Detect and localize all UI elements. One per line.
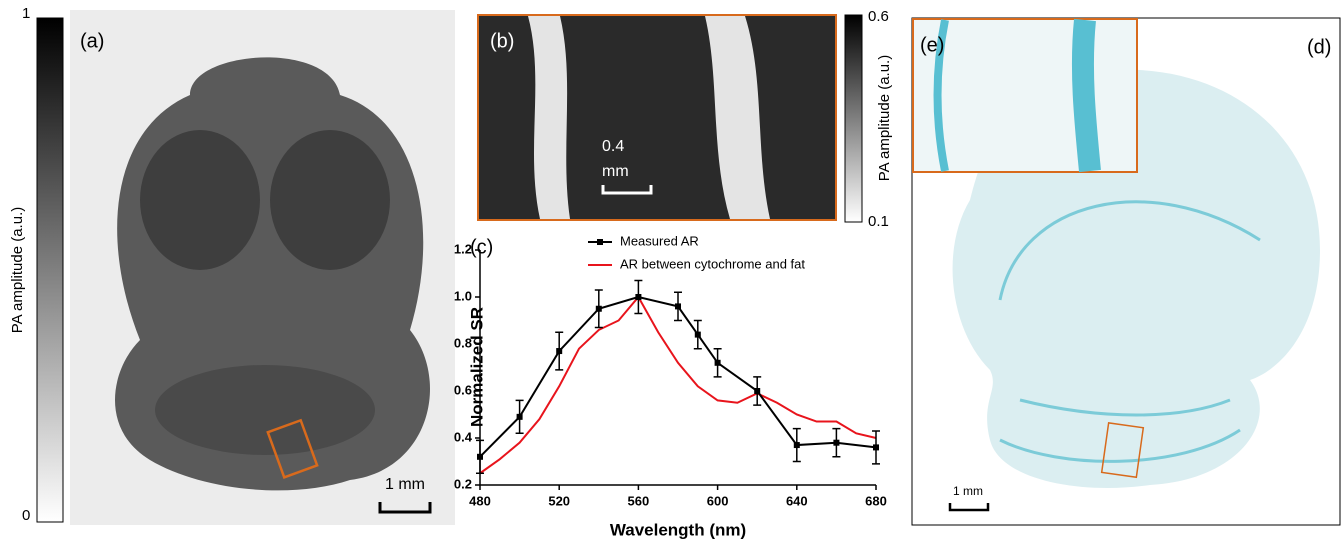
figure: 1 0 PA amplitude (a.u.) (a) 1 mm (b) 0.4…	[0, 0, 1344, 545]
data-point	[675, 303, 681, 309]
data-point	[596, 306, 602, 312]
x-tick-label: 600	[707, 493, 729, 508]
data-point	[477, 454, 483, 460]
panel-label: (b)	[490, 30, 514, 52]
legend-marker	[597, 239, 603, 245]
x-tick-label: 640	[786, 493, 808, 508]
data-point	[635, 294, 641, 300]
scale-bar-label: 1 mm	[953, 484, 983, 498]
data-point	[754, 388, 760, 394]
colorbar	[37, 18, 63, 522]
brain-region	[270, 130, 390, 270]
x-tick-label: 520	[548, 493, 570, 508]
data-point	[715, 360, 721, 366]
image-b	[478, 15, 836, 220]
colorbar-min: 0	[22, 507, 30, 524]
y-axis-label: Normalized SR	[467, 307, 486, 427]
tract	[1083, 20, 1090, 171]
data-point	[695, 332, 701, 338]
colorbar-min: 0.1	[868, 213, 889, 230]
panel-label: (c)	[470, 236, 493, 258]
image-e	[913, 19, 1137, 172]
panel-label: (d)	[1307, 36, 1331, 58]
y-tick-label: 0.4	[454, 429, 473, 444]
data-point	[556, 348, 562, 354]
colorbar-title: PA amplitude (a.u.)	[9, 207, 26, 333]
y-tick-label: 0.2	[454, 476, 472, 491]
x-tick-label: 560	[628, 493, 650, 508]
scale-bar-label: 1 mm	[385, 476, 425, 493]
legend-label: AR between cytochrome and fat	[620, 256, 805, 271]
scale-bar-label: mm	[602, 163, 629, 180]
data-point	[873, 444, 879, 450]
colorbar	[845, 15, 862, 222]
y-tick-label: 1.2	[454, 241, 472, 256]
brain-region	[155, 365, 375, 455]
panel-label: (e)	[920, 34, 944, 56]
colorbar-max: 0.6	[868, 8, 889, 25]
legend-label: Measured AR	[620, 233, 699, 248]
x-tick-label: 480	[469, 493, 491, 508]
data-point	[833, 440, 839, 446]
panel-label: (a)	[80, 30, 104, 52]
data-point	[517, 414, 523, 420]
scale-bar-label: 0.4	[602, 138, 624, 155]
x-axis-label: Wavelength (nm)	[610, 520, 746, 539]
data-point	[794, 442, 800, 448]
brain-region	[140, 130, 260, 270]
x-tick-label: 680	[865, 493, 887, 508]
colorbar-title: PA amplitude (a.u.)	[876, 55, 893, 181]
y-tick-label: 1.0	[454, 288, 472, 303]
colorbar-max: 1	[22, 5, 30, 22]
